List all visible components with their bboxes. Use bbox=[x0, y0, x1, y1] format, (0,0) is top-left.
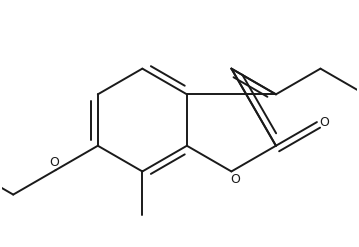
Text: O: O bbox=[319, 116, 329, 129]
Text: O: O bbox=[230, 173, 240, 186]
Text: O: O bbox=[50, 156, 60, 169]
